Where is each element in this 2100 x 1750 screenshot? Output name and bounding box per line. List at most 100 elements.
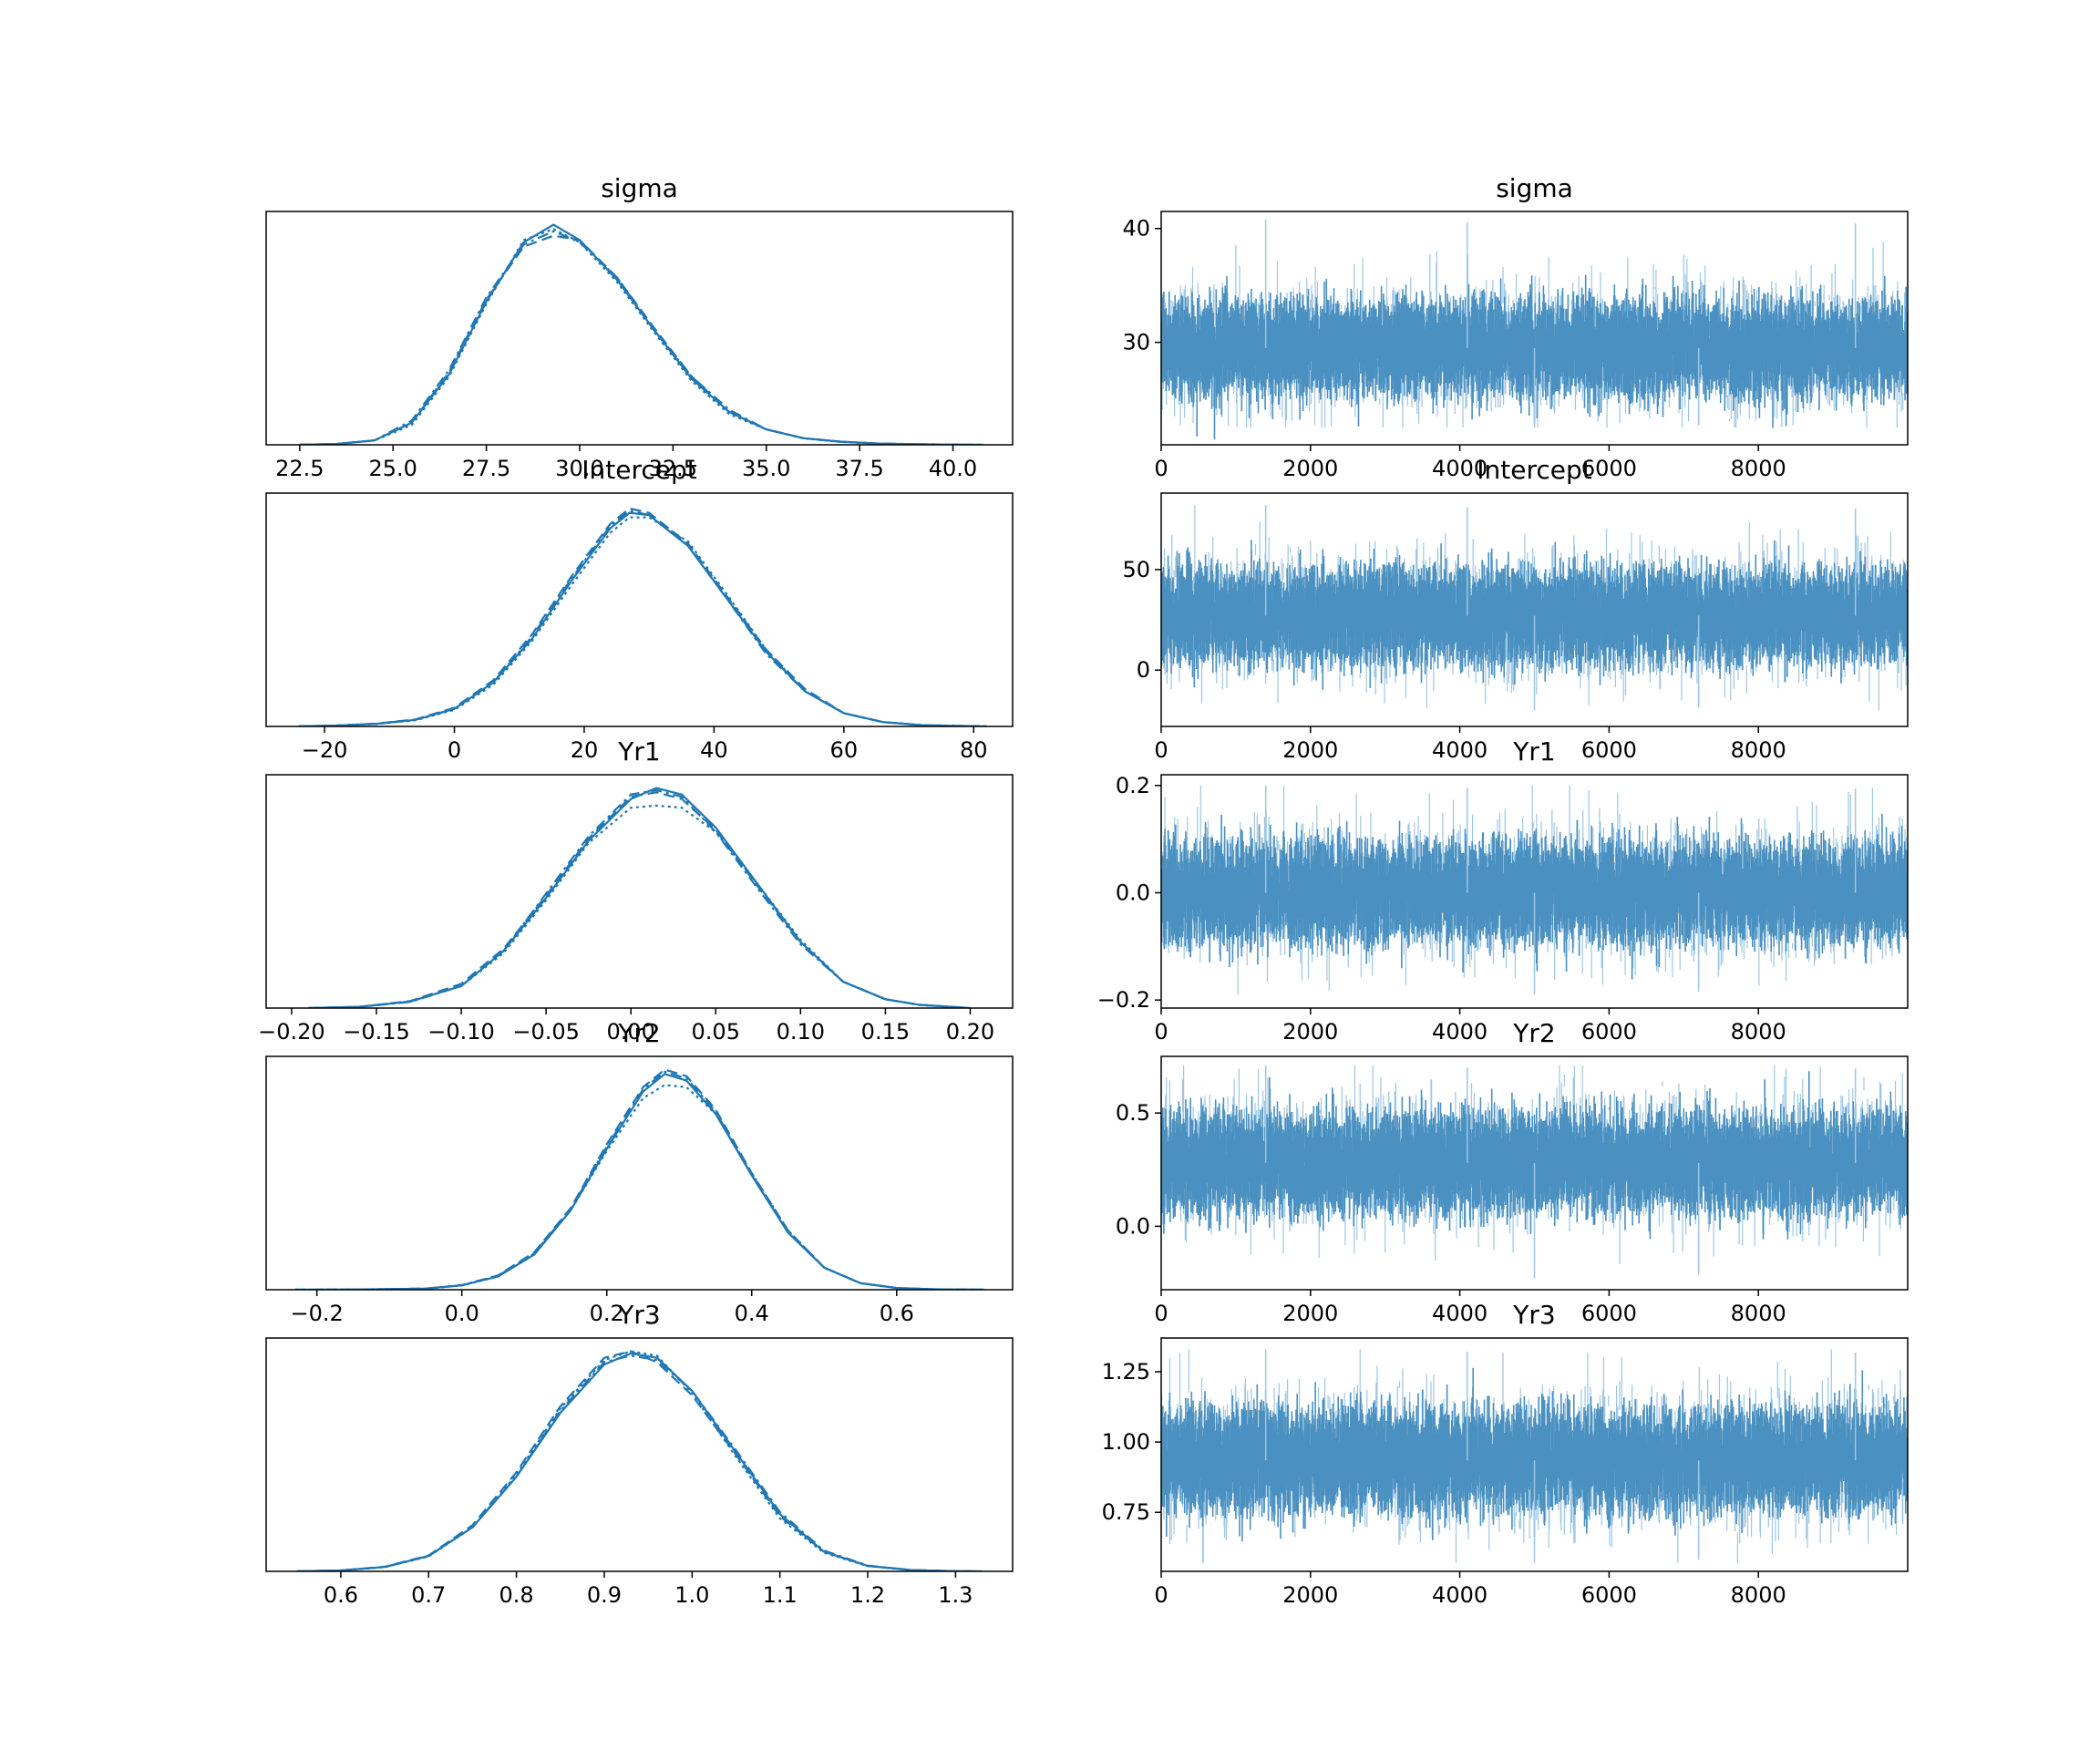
- trace-band: [1161, 274, 1908, 440]
- x-tick-label: 37.5: [835, 456, 883, 481]
- x-tick-label: 0.8: [499, 1582, 534, 1608]
- density-line: [294, 1084, 984, 1290]
- y-tick-label: 40: [1122, 216, 1150, 242]
- x-tick-label: 0: [1154, 1019, 1168, 1045]
- panel-title: Yr3: [1512, 1300, 1555, 1330]
- axes-frame: [1160, 492, 1909, 727]
- x-tick-label: 1.1: [763, 1582, 798, 1608]
- x-tick-label: 8000: [1731, 1582, 1786, 1608]
- density-panel-yr3: Yr3 0.6 0.7 0.8 0.9 1.0 1.1 1.2 1.3: [265, 1300, 1014, 1608]
- plot-area: [1161, 505, 1908, 711]
- x-tick-label: 4000: [1432, 456, 1488, 481]
- y-tick-label: 0.0: [1116, 1213, 1150, 1239]
- density-panel-sigma: sigma 22.5 25.0 27.5 30.0 32.5 35.0 37.5 40.0: [265, 173, 1014, 481]
- x-tick-label: 2000: [1282, 1582, 1338, 1608]
- x-tick-label: 4000: [1432, 737, 1488, 763]
- x-tick-label: 0: [1154, 1582, 1168, 1608]
- x-tick-label: 0.20: [946, 1019, 994, 1045]
- density-line: [296, 1350, 983, 1571]
- axes-frame: [265, 492, 1014, 727]
- axes-frame: [1160, 211, 1909, 446]
- x-tick-label: 6000: [1581, 1582, 1637, 1608]
- x-tick-label: 0.15: [861, 1019, 910, 1045]
- x-tick-label: 22.5: [275, 456, 324, 481]
- density-line: [298, 511, 987, 726]
- density-line: [294, 1070, 984, 1290]
- trace-band: [1161, 1071, 1908, 1240]
- plot-area: [299, 223, 983, 445]
- trace-panel-yr1: Yr1 0 2000 4000 6000 8000 −0.2 0.0 0.2: [1097, 736, 1909, 1045]
- density-line: [294, 1073, 984, 1290]
- density-line: [296, 1352, 983, 1571]
- plot-area: [294, 1068, 984, 1290]
- x-tick-label: 2000: [1282, 1301, 1338, 1326]
- y-tick-label: 0: [1137, 657, 1150, 683]
- x-tick-label: 0.00: [606, 1019, 654, 1045]
- density-line: [296, 1354, 983, 1571]
- x-tick-label: 80: [960, 737, 988, 763]
- density-panel-yr2: Yr2 −0.2 0.0 0.2 0.4 0.6: [265, 1018, 1014, 1326]
- axes-frame: [265, 211, 1014, 446]
- x-tick-label: 6000: [1581, 1019, 1637, 1045]
- x-tick-label: 6000: [1581, 1301, 1637, 1326]
- trace-panel-sigma: sigma 0 2000 4000 6000 8000 30 40: [1122, 173, 1909, 481]
- x-tick-label: 25.0: [369, 456, 417, 481]
- y-tick-label: −0.2: [1097, 987, 1150, 1013]
- x-tick-label: −20: [302, 737, 348, 763]
- trace-panel-yr3: Yr3 0 2000 4000 6000 8000 0.75 1.00 1.25: [1102, 1300, 1909, 1608]
- x-tick-label: −0.20: [258, 1019, 325, 1045]
- x-tick-label: 0: [1154, 1301, 1168, 1326]
- x-tick-label: 40.0: [929, 456, 977, 481]
- x-tick-label: −0.2: [291, 1301, 344, 1326]
- x-tick-label: 0.2: [590, 1301, 624, 1326]
- density-line: [294, 1068, 984, 1290]
- trace-band: [1161, 813, 1908, 980]
- axes-frame: [265, 1337, 1014, 1572]
- y-tick-label: 0.0: [1116, 880, 1150, 905]
- y-tick-label: 0.5: [1116, 1100, 1150, 1126]
- plot-area: [308, 787, 971, 1008]
- plot-area: [1161, 219, 1908, 440]
- plot-area: [1161, 785, 1908, 995]
- plot-area: [298, 507, 987, 726]
- density-line: [298, 510, 987, 726]
- plot-area: [1161, 1349, 1908, 1563]
- x-tick-label: 0.6: [324, 1582, 358, 1608]
- axes-frame: [1160, 1337, 1909, 1572]
- y-tick-label: 1.00: [1102, 1429, 1150, 1455]
- panel-title: sigma: [1496, 173, 1573, 203]
- x-tick-label: 8000: [1731, 1301, 1786, 1326]
- axes-frame: [1160, 774, 1909, 1009]
- x-tick-label: 4000: [1432, 1019, 1488, 1045]
- trace-band: [1161, 1367, 1908, 1542]
- panel-title: Yr1: [617, 736, 660, 767]
- x-tick-label: 0.05: [692, 1019, 740, 1045]
- x-tick-label: 1.0: [674, 1582, 709, 1608]
- panel-title: Yr2: [1512, 1018, 1555, 1048]
- x-tick-label: 0: [1154, 737, 1168, 763]
- panel-title: Intercept: [1477, 455, 1592, 485]
- panel-title: Yr2: [617, 1018, 660, 1048]
- x-tick-label: 1.2: [850, 1582, 885, 1608]
- x-tick-label: 0.0: [445, 1301, 479, 1326]
- plot-area: [296, 1350, 983, 1571]
- x-tick-label: 8000: [1731, 1019, 1786, 1045]
- x-tick-label: 0.4: [735, 1301, 769, 1326]
- x-tick-label: 60: [830, 737, 859, 763]
- y-tick-label: 1.25: [1102, 1359, 1150, 1385]
- x-tick-label: 2000: [1282, 737, 1338, 763]
- density-line: [299, 223, 983, 445]
- density-line: [308, 787, 971, 1008]
- density-line: [299, 228, 983, 445]
- x-tick-label: 2000: [1282, 1019, 1338, 1045]
- x-tick-label: 4000: [1432, 1301, 1488, 1326]
- trace-panel-intercept: Intercept 0 2000 4000 6000 8000 0 50: [1122, 455, 1909, 763]
- density-line: [298, 516, 987, 726]
- x-tick-label: 6000: [1581, 456, 1637, 481]
- axes-frame: [1160, 1055, 1909, 1291]
- x-tick-label: 0.10: [777, 1019, 825, 1045]
- plot-area: [1161, 1065, 1908, 1279]
- density-line: [308, 804, 971, 1008]
- density-line: [296, 1350, 983, 1571]
